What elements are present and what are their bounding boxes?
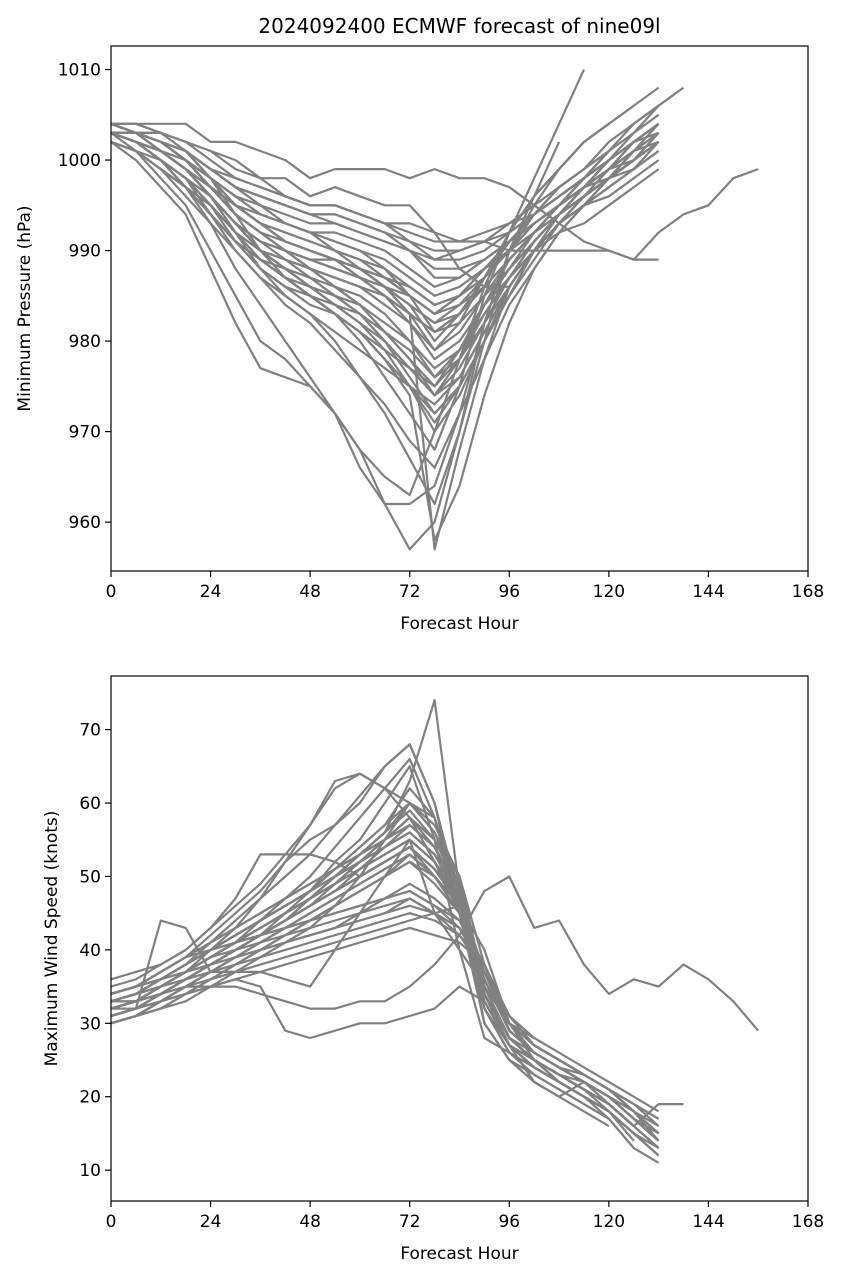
wind-series-line-44 xyxy=(110,845,635,1135)
pressure-y-tick-label: 980 xyxy=(69,332,101,352)
pressure-series-line-43 xyxy=(110,131,660,315)
pressure-chart-title: 2024092400 ECMWF forecast of nine09l xyxy=(258,14,660,38)
pressure-y-ticks: 960 970 980 990 1000 1010 xyxy=(58,61,111,533)
wind-y-tick-label: 30 xyxy=(79,1014,101,1034)
pressure-x-tick-label: 144 xyxy=(692,582,724,602)
pressure-series-line-14 xyxy=(110,140,660,406)
wind-x-axis-label: Forecast Hour xyxy=(400,1244,518,1264)
pressure-x-axis-label: Forecast Hour xyxy=(400,614,518,634)
wind-x-tick-label: 168 xyxy=(792,1212,824,1232)
wind-series-line-23 xyxy=(110,912,660,1113)
pressure-series-line-45 xyxy=(110,131,660,397)
pressure-x-tick-label: 48 xyxy=(299,582,321,602)
wind-x-tick-label: 120 xyxy=(593,1212,625,1232)
pressure-y-axis-label: Minimum Pressure (hPa) xyxy=(15,205,35,411)
wind-y-tick-label: 70 xyxy=(79,721,101,741)
wind-x-tick-label: 24 xyxy=(200,1212,222,1232)
pressure-series-line-42 xyxy=(110,131,635,415)
pressure-plot-frame xyxy=(110,45,809,572)
wind-y-axis-label: Maximum Wind Speed (knots) xyxy=(42,811,62,1067)
wind-x-ticks: 0 24 48 72 96 120 144 168 xyxy=(106,1201,824,1232)
pressure-x-tick-label: 120 xyxy=(593,582,625,602)
wind-series-group xyxy=(110,699,760,1164)
pressure-x-tick-label: 96 xyxy=(498,582,520,602)
wind-y-tick-label: 50 xyxy=(79,867,101,887)
pressure-x-tick-label: 0 xyxy=(106,582,117,602)
pressure-x-tick-label: 168 xyxy=(792,582,824,602)
wind-series-line-2 xyxy=(110,875,760,1032)
pressure-y-tick-label: 970 xyxy=(69,423,101,443)
pressure-series-line-46 xyxy=(110,140,610,334)
pressure-series-line-8 xyxy=(110,122,610,497)
wind-x-tick-label: 0 xyxy=(106,1212,117,1232)
pressure-x-ticks: 0 24 48 72 96 120 144 168 xyxy=(106,571,824,602)
wind-x-tick-label: 96 xyxy=(498,1212,520,1232)
wind-series-line-1 xyxy=(111,838,535,1039)
wind-x-tick-label: 144 xyxy=(692,1212,724,1232)
wind-y-tick-label: 40 xyxy=(79,941,101,961)
wind-y-tick-label: 20 xyxy=(79,1088,101,1108)
wind-y-tick-label: 10 xyxy=(79,1161,101,1181)
pressure-series-group xyxy=(110,69,759,551)
wind-plot-frame xyxy=(110,675,809,1202)
wind-y-ticks: 10 20 30 40 50 60 70 xyxy=(79,721,111,1181)
pressure-y-tick-label: 960 xyxy=(69,513,101,533)
pressure-y-tick-label: 1000 xyxy=(58,151,101,171)
pressure-y-tick-label: 1010 xyxy=(58,61,101,81)
wind-x-tick-label: 72 xyxy=(399,1212,421,1232)
pressure-chart: 2024092400 ECMWF forecast of nine09l 0 24… xyxy=(15,14,824,634)
wind-chart: 0 24 48 72 96 120 144 168 10 20 30 40 50 60 70 Foreca… xyxy=(42,675,824,1264)
wind-x-tick-label: 48 xyxy=(299,1212,321,1232)
pressure-x-tick-label: 24 xyxy=(200,582,222,602)
pressure-x-tick-label: 72 xyxy=(399,582,421,602)
pressure-series-line-44 xyxy=(110,122,635,279)
pressure-y-tick-label: 990 xyxy=(69,242,101,262)
wind-y-tick-label: 60 xyxy=(79,794,101,814)
wind-series-line-6 xyxy=(110,743,610,1128)
wind-series-line-46 xyxy=(110,831,610,1106)
